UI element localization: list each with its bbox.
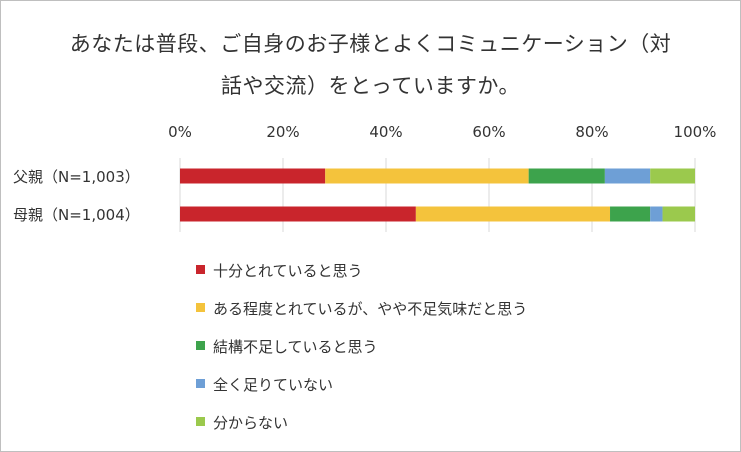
category-label: 母親（N=1,004）: [13, 206, 140, 224]
legend-swatch: [196, 417, 205, 426]
x-tick-label: 60%: [472, 123, 505, 141]
x-tick-label: 100%: [674, 123, 717, 141]
x-tick-label: 40%: [369, 123, 402, 141]
chart-title-line-1: あなたは普段、ご自身のお子様とよくコミュニケーション（対: [69, 32, 672, 56]
bar-segment: [415, 206, 611, 222]
x-tick-label: 0%: [168, 123, 192, 141]
legend-swatch: [196, 341, 205, 350]
legend-label: 分からない: [213, 414, 289, 432]
legend-label: 十分とれていると思う: [213, 262, 363, 280]
legend-swatch: [196, 379, 205, 388]
bar-segment: [610, 206, 651, 222]
bar-segment: [325, 168, 529, 184]
bar-segment: [650, 206, 663, 222]
legend-label: ある程度とれているが、やや不足気味だと思う: [213, 300, 528, 318]
bar-segment: [528, 168, 605, 184]
bar-segment: [180, 206, 416, 222]
x-tick-label: 20%: [266, 123, 299, 141]
bar-segment: [650, 168, 695, 184]
x-tick-label: 80%: [575, 123, 608, 141]
chart-title-line-2: 話や交流）をとっていますか。: [221, 74, 520, 98]
bar-segment: [604, 168, 651, 184]
legend-swatch: [196, 303, 205, 312]
bar-segment: [180, 168, 326, 184]
legend-label: 全く足りていない: [213, 376, 334, 394]
bar-segment: [662, 206, 695, 222]
legend-swatch: [196, 265, 205, 274]
category-label: 父親（N=1,003）: [13, 168, 140, 186]
legend-label: 結構不足していると思う: [213, 338, 378, 356]
